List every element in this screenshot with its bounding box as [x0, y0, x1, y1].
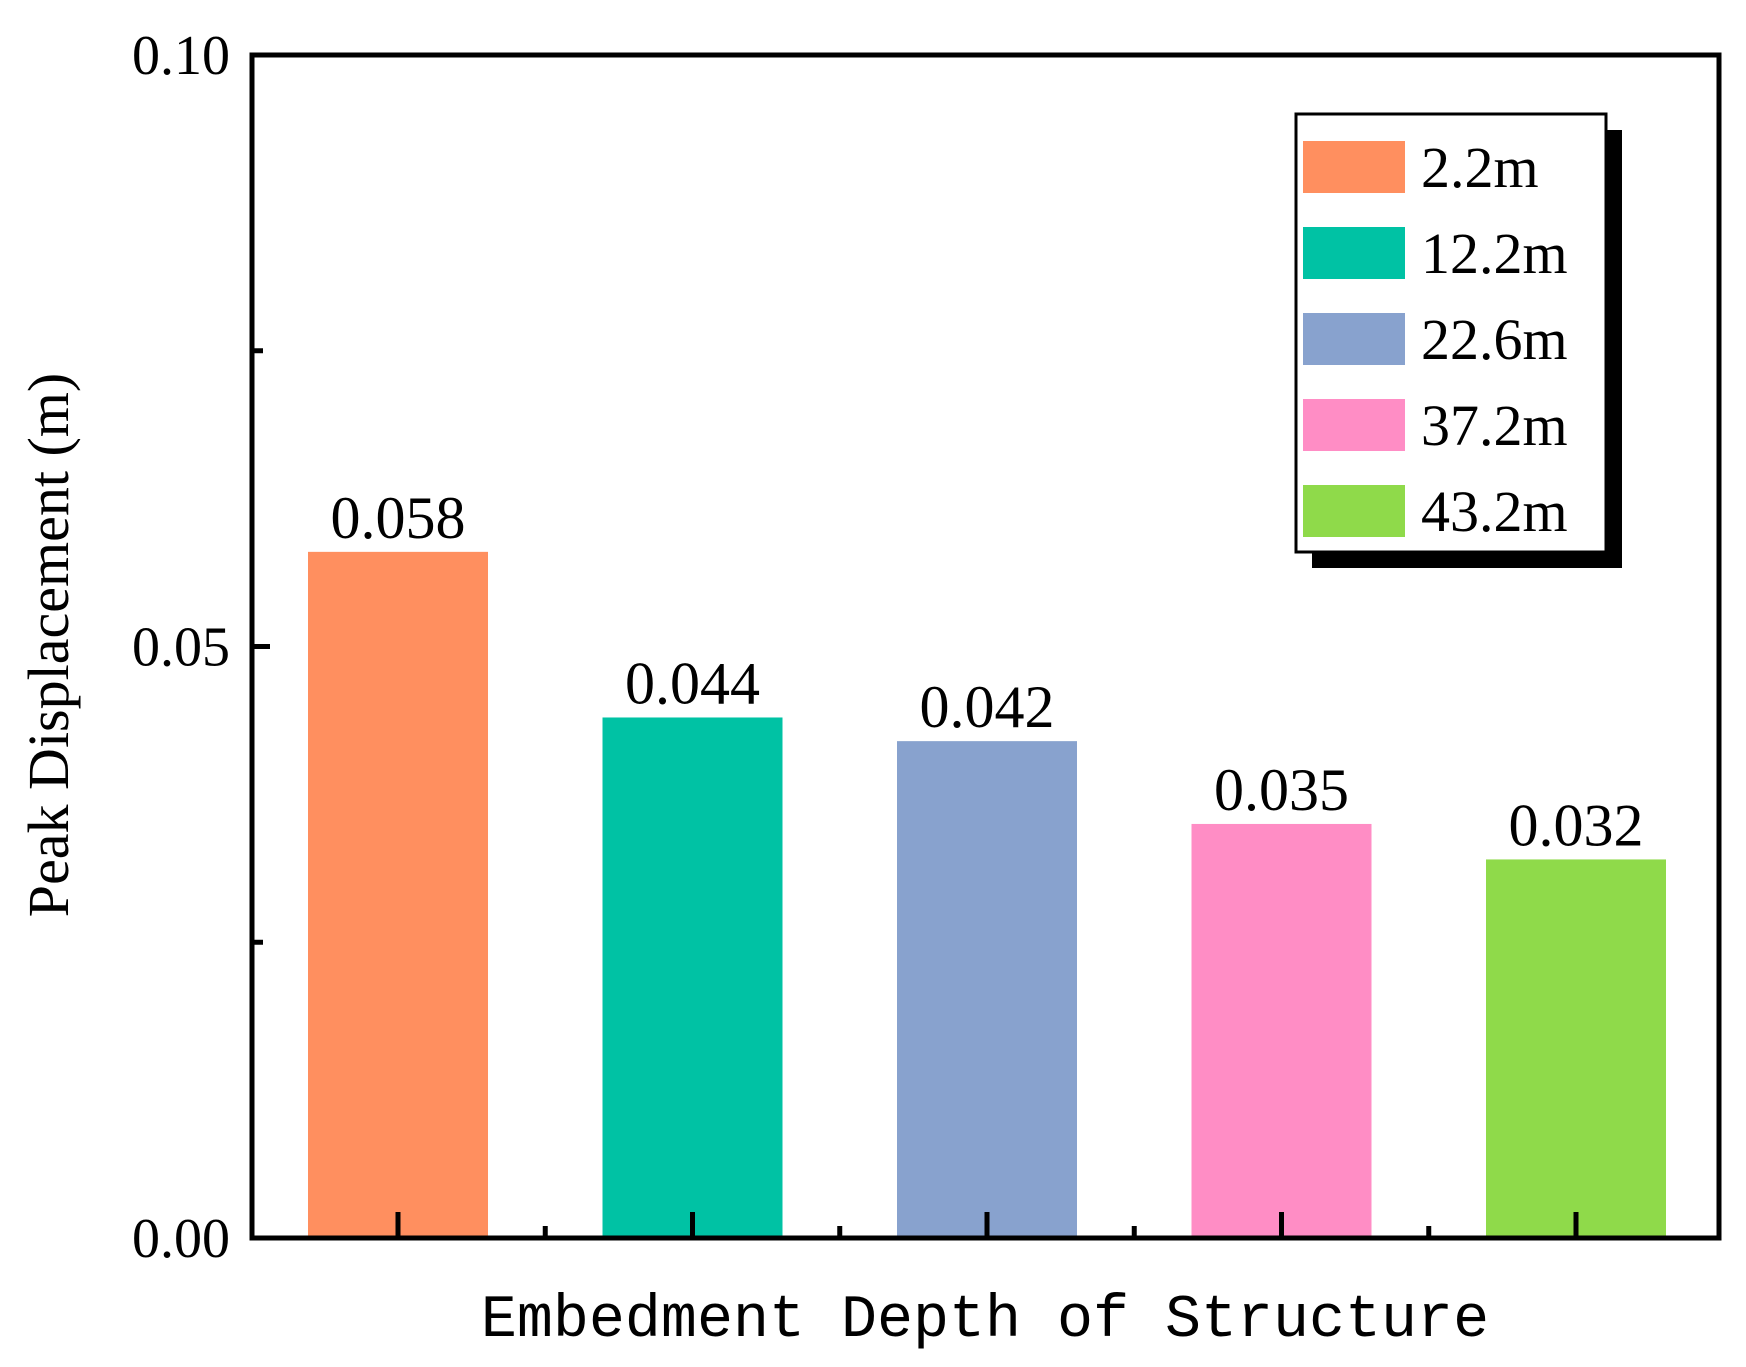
legend-label: 12.2m: [1421, 221, 1568, 286]
legend: 2.2m 12.2m 22.6m 37.2m 43.2m: [1294, 112, 1622, 568]
bar-37-2m: [1191, 823, 1372, 1238]
legend-swatch: [1303, 399, 1405, 451]
data-label: 0.032: [1509, 792, 1644, 858]
data-label: 0.044: [625, 650, 760, 716]
data-label: 0.035: [1214, 757, 1349, 823]
legend-label: 37.2m: [1421, 393, 1568, 458]
bars-layer: [308, 551, 1666, 1238]
y-tick-label: 0.05: [132, 617, 230, 679]
data-label: 0.042: [920, 674, 1055, 740]
legend-label: 22.6m: [1421, 307, 1568, 372]
legend-swatch: [1303, 227, 1405, 279]
x-axis-title: Embedment Depth of Structure: [481, 1287, 1489, 1355]
bar-43-2m: [1486, 859, 1666, 1238]
bar-2-2m: [308, 551, 488, 1238]
legend-swatch: [1303, 485, 1405, 537]
y-axis-title: Peak Displacement (m): [16, 373, 81, 917]
data-label: 0.058: [331, 485, 466, 551]
legend-swatch: [1303, 141, 1405, 193]
y-tick-label: 0.10: [132, 25, 230, 87]
bar-12-2m: [602, 717, 783, 1238]
legend-swatch: [1303, 313, 1405, 365]
legend-label: 43.2m: [1421, 479, 1568, 544]
bar-22-6m: [897, 741, 1077, 1238]
legend-label: 2.2m: [1421, 135, 1539, 200]
y-tick-label: 0.00: [132, 1208, 230, 1270]
labels-layer: 0.058 0.044 0.042 0.035 0.032 0.00 0.05 0.10: [132, 25, 1644, 1270]
axes-layer: [249, 52, 1722, 1241]
